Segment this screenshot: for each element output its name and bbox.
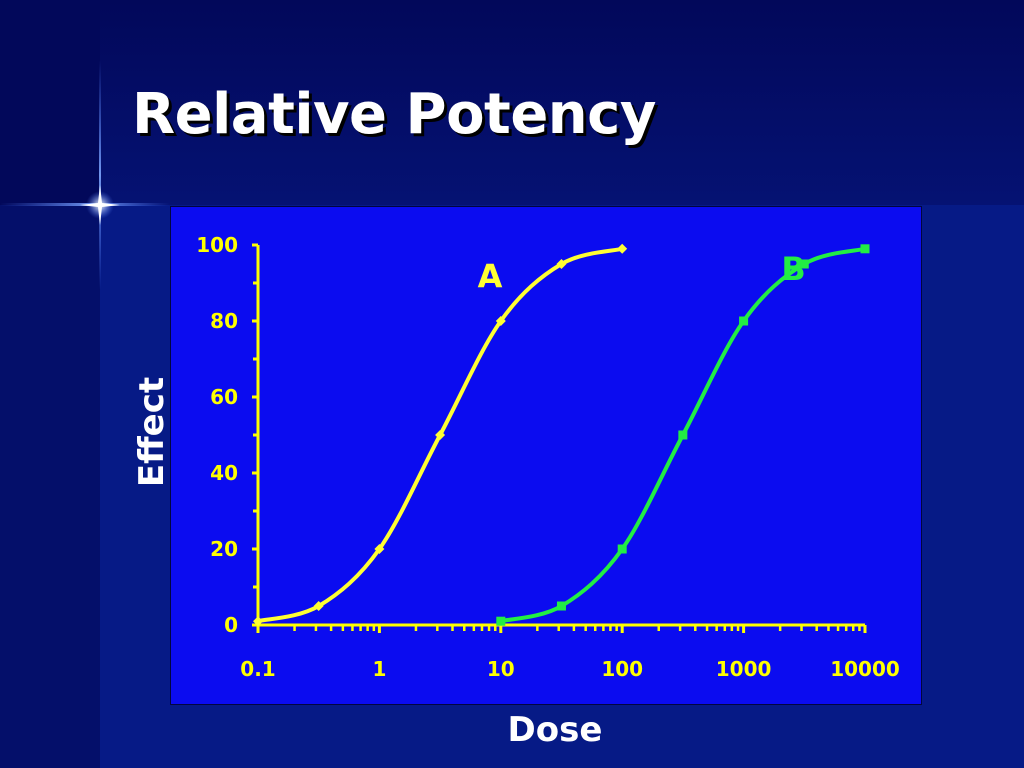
- series-a-point: [313, 601, 324, 611]
- x-tick-label: 10000: [830, 657, 900, 681]
- chart-panel: 0 20 40 60 80 100 0.1 1 10 100 1000 10000 A B: [170, 206, 922, 705]
- x-tick-label: 1000: [716, 657, 772, 681]
- dose-response-chart: 0 20 40 60 80 100 0.1 1 10 100 1000 10000 A B: [196, 233, 900, 681]
- y-tick-label: 40: [210, 461, 238, 485]
- x-tick-label: 10: [487, 657, 515, 681]
- series-b-point: [739, 316, 749, 326]
- series-a-point: [556, 259, 567, 269]
- series-a-point: [374, 544, 385, 554]
- series-a-point: [435, 430, 446, 440]
- x-tick-label: 0.1: [240, 657, 275, 681]
- series-b-point: [496, 616, 506, 626]
- curve-label-b: B: [781, 250, 805, 288]
- series-a-point: [253, 616, 263, 627]
- x-axis-label: Dose: [507, 710, 603, 750]
- y-tick-label: 20: [210, 537, 238, 561]
- x-tick-label: 1: [372, 657, 386, 681]
- series-b-point: [617, 544, 627, 554]
- series-b-point: [860, 244, 870, 254]
- y-tick-label: 80: [210, 309, 238, 333]
- slide-title: Relative Potency: [132, 82, 656, 147]
- y-tick-label: 0: [224, 613, 238, 637]
- x-tick-label: 100: [601, 657, 643, 681]
- series-a-point: [495, 316, 506, 326]
- y-tick-label: 60: [210, 385, 238, 409]
- series-b-point: [799, 259, 809, 269]
- series-a-point: [617, 243, 628, 254]
- y-tick-label: 100: [196, 233, 238, 257]
- curve-label-a: A: [478, 257, 503, 295]
- series-b-point: [556, 601, 566, 611]
- series-b-point: [678, 430, 688, 440]
- y-axis-label: Effect: [132, 376, 172, 488]
